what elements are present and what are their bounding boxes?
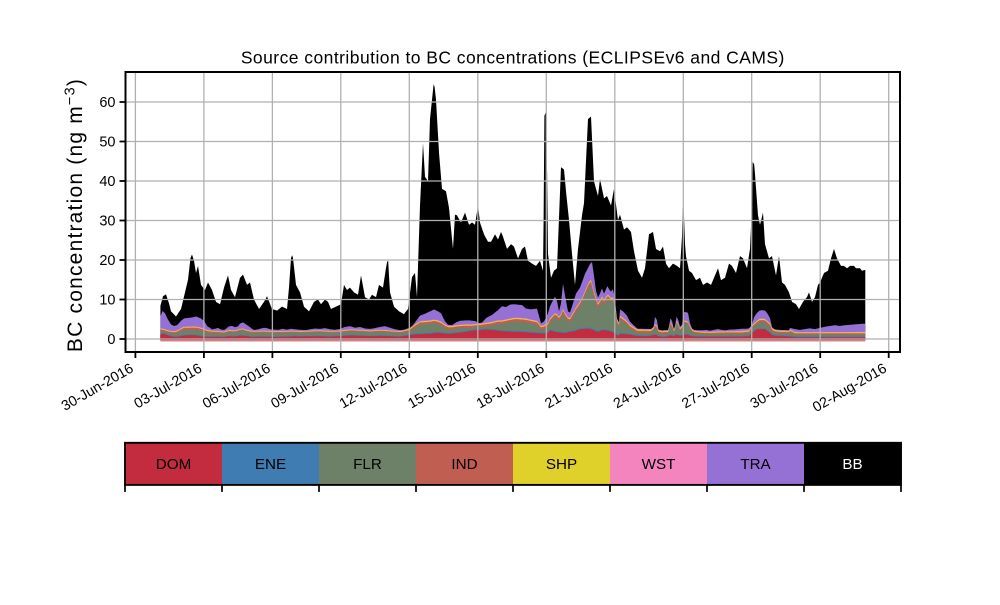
svg-text:Source contribution to BC conc: Source contribution to BC concentrations… [241, 48, 785, 68]
svg-text:20: 20 [99, 253, 115, 269]
svg-text:50: 50 [99, 134, 115, 150]
svg-text:30: 30 [99, 213, 115, 229]
svg-text:BC concentration (ng m−3​): BC concentration (ng m−3​) [63, 78, 88, 352]
svg-text:60: 60 [99, 95, 115, 111]
svg-text:40: 40 [99, 174, 115, 190]
svg-text:FLR: FLR [353, 456, 382, 473]
svg-text:ENE: ENE [255, 456, 286, 473]
svg-text:TRA: TRA [740, 456, 771, 473]
svg-text:BB: BB [842, 456, 862, 473]
svg-text:WST: WST [642, 456, 676, 473]
svg-text:DOM: DOM [156, 456, 191, 473]
svg-text:10: 10 [99, 292, 115, 308]
svg-text:SHP: SHP [546, 456, 577, 473]
svg-text:IND: IND [451, 456, 477, 473]
svg-text:0: 0 [107, 332, 115, 348]
